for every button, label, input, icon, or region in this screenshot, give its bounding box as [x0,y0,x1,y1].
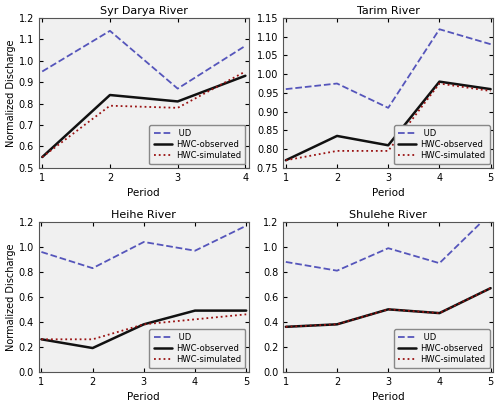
HWC-simulated [385,149,391,153]
HWC-simulated [90,337,96,342]
HWC-simulated [174,105,180,110]
HWC-simulated [334,149,340,153]
 UD [107,29,113,33]
 UD [283,86,289,91]
 UD [242,43,248,48]
 UD [334,81,340,86]
X-axis label: Period: Period [372,392,404,402]
Title: Heihe River: Heihe River [112,210,176,220]
Line: HWC-simulated: HWC-simulated [286,84,490,160]
 UD [385,105,391,110]
HWC-simulated [436,81,442,86]
HWC-observed [436,79,442,84]
X-axis label: Period: Period [372,188,404,198]
 UD [192,248,198,253]
HWC-observed [283,324,289,329]
Y-axis label: Normalized Discharge: Normalized Discharge [6,39,16,146]
HWC-observed [174,99,180,104]
Legend:  UD, HWC-observed, HWC-simulated: UD, HWC-observed, HWC-simulated [150,125,246,164]
 UD [243,223,249,228]
Legend:  UD, HWC-observed, HWC-simulated: UD, HWC-observed, HWC-simulated [150,329,246,368]
HWC-observed [283,158,289,163]
HWC-simulated [192,317,198,322]
 UD [385,246,391,251]
 UD [334,268,340,273]
 UD [90,266,96,271]
 UD [39,69,45,74]
HWC-observed [107,93,113,98]
 UD [38,250,44,255]
HWC-observed [141,322,147,327]
Line: HWC-observed: HWC-observed [286,288,490,327]
HWC-simulated [141,322,147,327]
HWC-observed [334,322,340,327]
HWC-simulated [242,69,248,74]
HWC-observed [385,143,391,148]
Legend:  UD, HWC-observed, HWC-simulated: UD, HWC-observed, HWC-simulated [394,329,490,368]
HWC-simulated [243,312,249,317]
Y-axis label: Normalized Discharge: Normalized Discharge [6,243,16,350]
HWC-observed [334,133,340,138]
Line:  UD: UD [286,213,490,271]
HWC-observed [385,307,391,312]
Line:  UD: UD [42,31,246,89]
Line: HWC-simulated: HWC-simulated [42,71,246,157]
 UD [141,239,147,244]
 UD [283,259,289,264]
X-axis label: Period: Period [128,392,160,402]
HWC-observed [90,346,96,350]
 UD [174,86,180,91]
HWC-observed [38,337,44,342]
Line:  UD: UD [42,226,246,268]
Title: Syr Darya River: Syr Darya River [100,6,188,16]
X-axis label: Period: Period [128,188,160,198]
 UD [488,42,494,47]
 UD [436,261,442,266]
Line: HWC-observed: HWC-observed [286,82,490,160]
Line: HWC-simulated: HWC-simulated [286,288,490,327]
HWC-simulated [488,286,494,290]
HWC-simulated [334,322,340,327]
HWC-simulated [385,307,391,312]
HWC-observed [39,155,45,160]
Title: Shulehe River: Shulehe River [350,210,427,220]
HWC-observed [488,86,494,91]
HWC-simulated [107,103,113,108]
HWC-observed [436,310,442,315]
HWC-simulated [283,158,289,163]
HWC-simulated [436,310,442,315]
HWC-simulated [39,155,45,160]
HWC-simulated [488,89,494,93]
HWC-observed [242,73,248,78]
 UD [488,211,494,216]
Title: Tarim River: Tarim River [357,6,420,16]
HWC-observed [488,286,494,290]
 UD [436,27,442,32]
HWC-simulated [283,324,289,329]
HWC-observed [243,308,249,313]
Line: HWC-observed: HWC-observed [42,310,246,348]
Line: HWC-simulated: HWC-simulated [42,314,246,339]
HWC-observed [192,308,198,313]
HWC-simulated [38,337,44,342]
Line: HWC-observed: HWC-observed [42,76,246,157]
Line:  UD: UD [286,29,490,108]
Legend:  UD, HWC-observed, HWC-simulated: UD, HWC-observed, HWC-simulated [394,125,490,164]
